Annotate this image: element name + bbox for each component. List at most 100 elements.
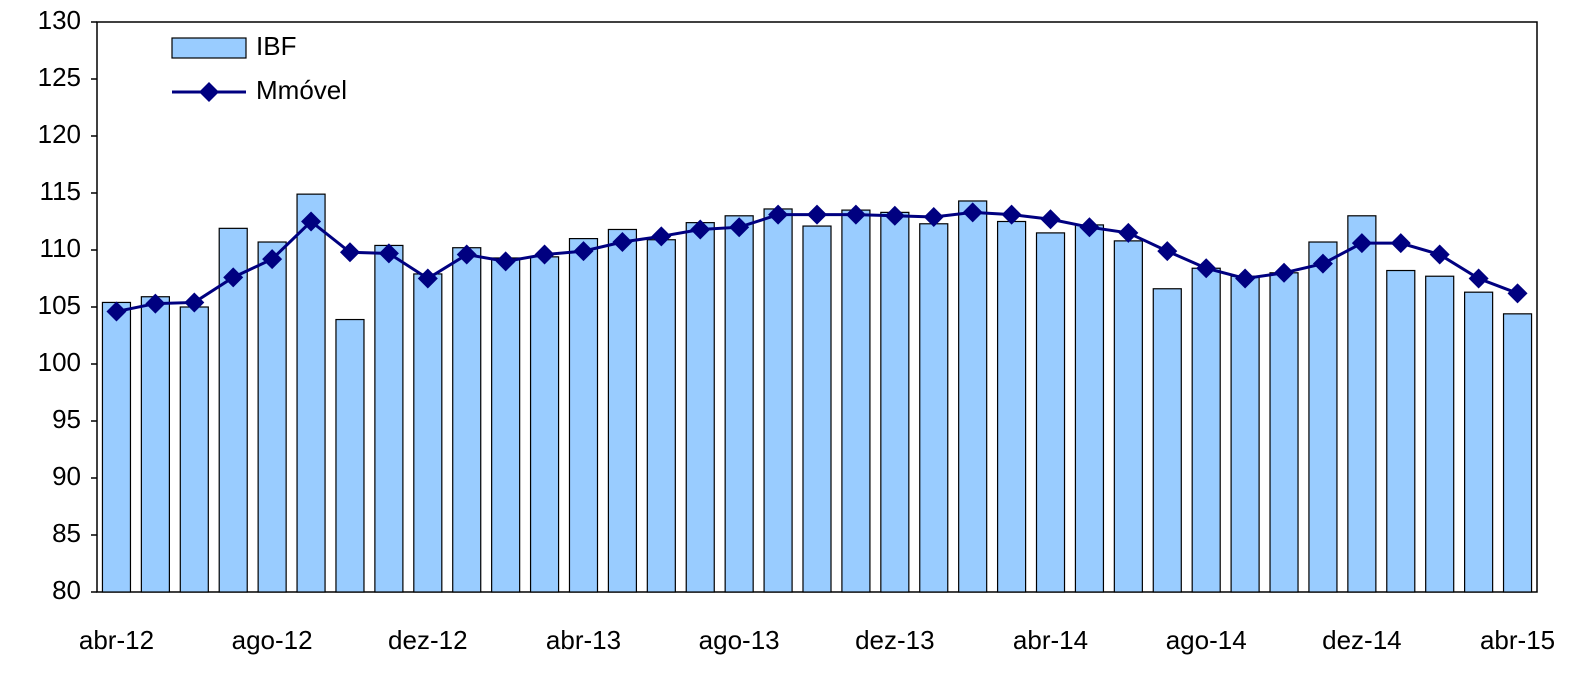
x-tick-label: abr-13 xyxy=(546,625,621,655)
x-tick-label: ago-14 xyxy=(1166,625,1247,655)
y-tick-label: 120 xyxy=(38,119,81,149)
marker xyxy=(573,241,594,262)
x-tick-label: abr-12 xyxy=(79,625,154,655)
legend-label: IBF xyxy=(256,31,296,61)
bar xyxy=(919,223,949,593)
marker xyxy=(301,211,322,232)
y-tick-label: 80 xyxy=(52,575,81,605)
bar xyxy=(140,296,170,593)
bar xyxy=(1035,232,1066,593)
bar xyxy=(724,215,754,593)
bar xyxy=(1425,275,1455,593)
marker xyxy=(1351,233,1372,254)
marker xyxy=(1079,217,1100,238)
y-tick-label: 105 xyxy=(38,290,81,320)
bar xyxy=(1347,215,1377,593)
marker xyxy=(768,204,789,225)
marker xyxy=(1157,241,1178,262)
bar xyxy=(1113,240,1143,593)
bar xyxy=(335,318,365,593)
marker xyxy=(339,242,360,263)
marker xyxy=(651,226,672,247)
bar xyxy=(1152,288,1182,593)
bar xyxy=(179,306,209,593)
bar xyxy=(491,257,521,593)
y-tick-label: 95 xyxy=(52,404,81,434)
x-tick-label: abr-15 xyxy=(1480,625,1555,655)
marker xyxy=(690,219,711,240)
bar xyxy=(257,241,287,593)
legend-marker xyxy=(199,82,219,102)
bar xyxy=(1308,241,1338,593)
marker xyxy=(1274,262,1295,283)
x-tick-label: ago-12 xyxy=(232,625,313,655)
bar xyxy=(841,209,871,593)
x-tick-label: abr-14 xyxy=(1013,625,1088,655)
marker xyxy=(1118,222,1139,243)
marker xyxy=(223,267,244,288)
bar xyxy=(1464,291,1494,593)
bar xyxy=(1074,224,1105,593)
bar xyxy=(374,244,404,593)
bar xyxy=(1502,313,1533,593)
bar xyxy=(452,247,482,593)
marker xyxy=(1429,244,1450,265)
marker xyxy=(1390,233,1411,254)
bar xyxy=(296,193,326,593)
marker xyxy=(612,232,633,253)
bar xyxy=(646,239,676,593)
x-tick-label: dez-13 xyxy=(855,625,935,655)
marker xyxy=(1040,209,1061,230)
bar xyxy=(413,273,443,593)
y-tick-label: 85 xyxy=(52,518,81,548)
bar xyxy=(958,200,988,593)
y-tick-label: 115 xyxy=(40,176,81,206)
marker xyxy=(1468,268,1489,289)
marker xyxy=(145,293,166,314)
x-tick-label: ago-13 xyxy=(699,625,780,655)
bar xyxy=(1230,275,1260,593)
bar xyxy=(1269,272,1299,593)
marker xyxy=(1196,258,1217,279)
marker xyxy=(962,202,983,223)
marker xyxy=(417,268,438,289)
bar xyxy=(568,238,599,593)
bar xyxy=(802,225,832,593)
y-tick-label: 130 xyxy=(38,5,81,35)
bar xyxy=(763,208,793,593)
y-tick-label: 90 xyxy=(52,461,81,491)
marker xyxy=(807,204,827,225)
marker xyxy=(1507,283,1528,304)
bar xyxy=(996,220,1027,593)
marker xyxy=(184,292,205,313)
y-tick-label: 110 xyxy=(40,233,81,263)
x-tick-label: dez-14 xyxy=(1322,625,1402,655)
marker xyxy=(845,204,866,225)
y-tick-label: 125 xyxy=(38,62,81,92)
marker xyxy=(923,206,944,227)
x-tick-label: dez-12 xyxy=(388,625,468,655)
bar xyxy=(880,211,910,593)
marker xyxy=(262,249,283,270)
marker xyxy=(495,251,516,272)
y-tick-label: 100 xyxy=(38,347,81,377)
marker xyxy=(884,205,905,226)
bar xyxy=(101,301,132,593)
bar xyxy=(218,227,248,593)
legend-swatch xyxy=(171,37,247,59)
bar xyxy=(1386,269,1416,593)
bar xyxy=(1191,267,1221,593)
marker xyxy=(729,217,750,238)
marker xyxy=(1235,268,1256,289)
marker xyxy=(1312,253,1333,274)
marker xyxy=(106,301,127,322)
bar xyxy=(607,228,638,593)
legend-label: Mmóvel xyxy=(256,75,347,105)
bar xyxy=(685,222,715,593)
marker xyxy=(1001,204,1022,225)
marker xyxy=(378,243,399,264)
marker xyxy=(456,244,477,265)
marker xyxy=(534,244,555,265)
